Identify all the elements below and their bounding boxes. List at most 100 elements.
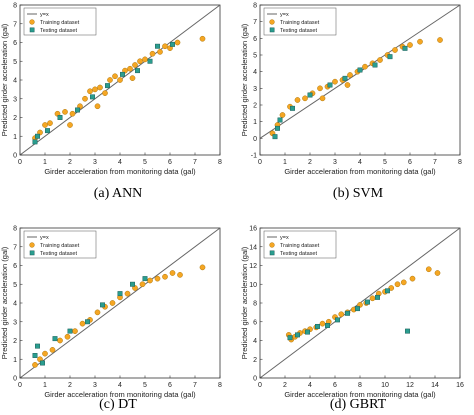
training-point (437, 37, 443, 43)
testing-point (85, 319, 90, 325)
training-point (392, 47, 398, 53)
training-point (425, 266, 432, 273)
testing-point (105, 83, 110, 89)
testing-point (75, 107, 80, 113)
y-tick-label: 4 (13, 301, 17, 308)
panel-caption: (c) DT (99, 397, 137, 412)
x-tick-label: 8 (358, 382, 362, 389)
y-tick-label: 5 (253, 53, 257, 60)
training-point (112, 73, 118, 80)
training-point (62, 109, 68, 115)
training-point (42, 350, 48, 357)
training-point (167, 45, 173, 51)
training-point (154, 275, 161, 282)
training-point (94, 309, 101, 316)
x-tick-label: 16 (456, 382, 464, 389)
panel-4: 0 2 4 6 8 10 12 14 16 0 2 4 6 8 10 12 14 16 Girder acceler… (240, 226, 464, 413)
training-point (162, 43, 168, 50)
legend-training-icon (29, 19, 35, 25)
x-tick-label: 7 (433, 159, 437, 166)
y-tick-label: 10 (249, 282, 257, 289)
x-tick-label: 4 (118, 382, 122, 389)
training-point (107, 77, 113, 83)
x-tick-label: 5 (143, 159, 147, 166)
training-point (37, 129, 43, 136)
testing-point (305, 329, 310, 335)
y-tick-label: 2 (253, 103, 257, 110)
training-point (357, 302, 363, 308)
x-tick-label: 6 (333, 382, 337, 389)
x-tick-label: 4 (358, 159, 362, 166)
y-axis-label: Predicted girder acceleration (gal) (240, 246, 249, 359)
testing-point (100, 302, 105, 308)
reference-line-y-equals-x (19, 227, 221, 379)
x-tick-label: 4 (118, 159, 122, 166)
y-tick-label: 6 (253, 319, 257, 326)
testing-point (272, 134, 278, 140)
training-point (49, 347, 56, 353)
y-tick-label: 0 (13, 376, 17, 383)
testing-point (32, 139, 38, 145)
training-point (149, 50, 156, 57)
y-tick-label: 3 (253, 86, 257, 93)
testing-point (327, 82, 333, 88)
x-tick-label: 0 (258, 382, 262, 389)
y-tick-label: 14 (249, 244, 257, 251)
testing-point (405, 328, 410, 334)
training-point (139, 281, 146, 288)
training-point (97, 84, 103, 91)
training-point (64, 333, 71, 340)
x-tick-label: 2 (68, 382, 72, 389)
training-point (169, 270, 176, 276)
training-point (347, 72, 353, 78)
y-tick-label: 4 (253, 69, 257, 76)
training-point (129, 75, 136, 81)
y-tick-label: 6 (253, 36, 257, 43)
testing-point (315, 323, 320, 329)
y-tick-label: 6 (13, 263, 17, 270)
y-tick-label: 7 (13, 244, 17, 251)
testing-point (142, 276, 148, 282)
y-tick-label: 5 (13, 59, 17, 66)
testing-point (335, 317, 340, 323)
training-point (94, 103, 101, 110)
y-tick-label: 2 (13, 115, 17, 122)
testing-point (357, 67, 363, 73)
legend-label-reference: y=x (280, 235, 289, 241)
testing-point (402, 45, 408, 51)
training-point (132, 62, 138, 68)
training-point (409, 275, 416, 282)
training-point (124, 290, 131, 297)
y-tick-label: 4 (253, 338, 257, 345)
training-point (338, 311, 345, 318)
legend-label-testing: Testing dataset (40, 28, 77, 34)
testing-point (130, 281, 135, 287)
training-point (407, 42, 413, 48)
training-point (174, 39, 181, 46)
testing-point (90, 94, 95, 100)
legend-label-testing: Testing dataset (280, 251, 317, 257)
training-point (417, 38, 423, 45)
legend-label-reference: y=x (40, 235, 49, 241)
testing-point (35, 343, 40, 349)
training-point (57, 337, 63, 344)
y-tick-label: 1 (13, 357, 17, 364)
testing-point (277, 117, 283, 123)
x-tick-label: 14 (431, 382, 439, 389)
legend (263, 230, 337, 259)
training-point (142, 56, 148, 63)
testing-point (155, 43, 160, 49)
testing-point (67, 328, 73, 334)
x-tick-label: 12 (406, 382, 414, 389)
training-point (199, 35, 206, 42)
training-point (157, 49, 163, 55)
x-tick-label: 10 (381, 382, 389, 389)
testing-point (387, 54, 393, 60)
training-point (177, 272, 183, 278)
x-tick-label: 7 (193, 159, 197, 166)
legend-training-icon (269, 19, 275, 25)
training-point (199, 264, 206, 271)
y-tick-label: 5 (13, 282, 17, 289)
training-point (42, 122, 48, 128)
